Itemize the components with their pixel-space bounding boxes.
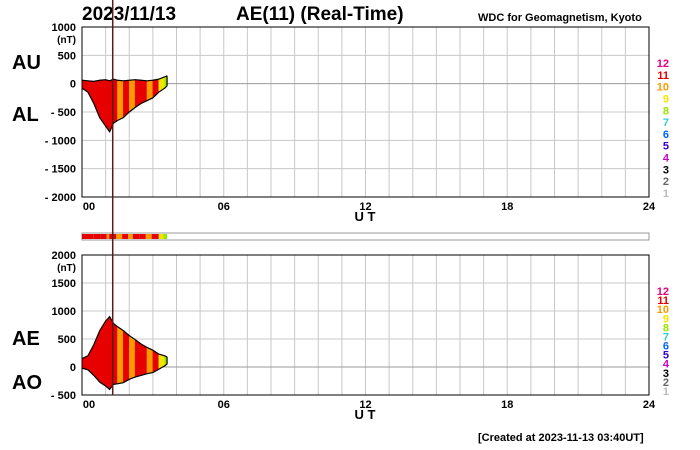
legend-level-4: 4 [663, 359, 670, 371]
chart-date: 2023/11/13 [82, 4, 177, 25]
area-band [134, 339, 142, 378]
legend-level-8: 8 [663, 322, 669, 334]
activity-bar-segment [163, 234, 168, 239]
y-axis-unit: (nT) [57, 263, 76, 274]
legend-level-12: 12 [657, 286, 669, 298]
au-label: AU [12, 52, 41, 74]
y-tick-label: 0 [70, 79, 76, 91]
area-band [87, 80, 95, 104]
plot-frame [81, 26, 650, 198]
y-tick-label: - 500 [51, 390, 76, 402]
legend-level-6: 6 [663, 129, 669, 141]
activity-bar-segment [128, 234, 133, 239]
legend-level-4: 4 [663, 153, 670, 165]
activity-bar-segment [116, 234, 123, 239]
y-tick-label: - 500 [51, 107, 76, 119]
x-tick-label: 06 [218, 201, 230, 213]
legend-level-9: 9 [663, 313, 669, 325]
y-tick-label: 1000 [52, 22, 76, 34]
x-tick-label: 18 [501, 201, 513, 213]
plot-frame [81, 254, 650, 396]
ae-label: AE [12, 328, 40, 350]
x-tick-label: 12 [359, 201, 371, 213]
area-band [113, 322, 118, 385]
x-axis-label: U T [355, 407, 376, 422]
area-band [105, 315, 110, 390]
activity-bar-segment [122, 234, 129, 239]
series-line-al [81, 85, 168, 134]
y-axis-unit: (nT) [57, 35, 76, 46]
legend-level-2: 2 [663, 377, 669, 389]
activity-bar-segment [100, 234, 107, 239]
area-band [99, 320, 106, 387]
y-tick-label: - 2000 [45, 192, 76, 204]
activity-bar-segment [145, 234, 152, 239]
series-line-au [81, 75, 168, 83]
legend-level-3: 3 [663, 368, 669, 380]
legend-level-5: 5 [663, 350, 669, 362]
y-tick-label: 0 [70, 362, 76, 374]
data-source: WDC for Geomagnetism, Kyoto [478, 12, 642, 24]
legend-level-11: 11 [657, 70, 669, 82]
created-timestamp: [Created at 2023-11-13 03:40UT] [478, 432, 644, 444]
legend-level-10: 10 [657, 82, 669, 94]
area-band [105, 79, 110, 133]
series-line-ao [81, 363, 168, 391]
area-band [134, 79, 142, 108]
activity-bar-segment [132, 234, 140, 239]
x-tick-label: 24 [643, 399, 656, 411]
legend-level-11: 11 [657, 295, 669, 307]
area-band [123, 330, 130, 384]
activity-bar-segment [139, 234, 146, 239]
legend-level-10: 10 [657, 304, 669, 316]
area-band [140, 343, 148, 376]
area-band [146, 347, 154, 375]
x-tick-label: 06 [218, 399, 230, 411]
ao-label: AO [12, 372, 42, 394]
activity-bar-segment [158, 234, 164, 239]
legend-level-6: 6 [663, 341, 669, 353]
y-tick-label: - 1000 [45, 135, 76, 147]
y-tick-label: 500 [58, 334, 76, 346]
area-band [117, 79, 124, 121]
legend-level-9: 9 [663, 93, 669, 105]
legend-level-7: 7 [663, 331, 669, 343]
legend-level-1: 1 [663, 386, 669, 398]
y-tick-label: 2000 [52, 250, 76, 262]
x-tick-label: 00 [83, 201, 95, 213]
y-tick-label: 500 [58, 50, 76, 62]
legend-level-7: 7 [663, 117, 669, 129]
legend-level-8: 8 [663, 105, 669, 117]
x-tick-label: 18 [501, 399, 513, 411]
series-line-ae [81, 315, 168, 360]
activity-bar-segment [151, 234, 159, 239]
activity-bar-segment [106, 234, 110, 239]
y-tick-label: 1500 [52, 278, 76, 290]
area-band [129, 335, 136, 380]
chart-title: AE(11) (Real-Time) [236, 4, 404, 25]
activity-bar-segment [82, 234, 94, 239]
legend-level-12: 12 [657, 58, 669, 70]
al-label: AL [12, 104, 39, 126]
x-tick-label: 00 [83, 399, 95, 411]
legend-level-3: 3 [663, 164, 669, 176]
activity-bar-segment [93, 234, 101, 239]
y-tick-label: - 1500 [45, 164, 76, 176]
area-band [113, 78, 118, 124]
legend-level-1: 1 [663, 188, 669, 200]
area-band [117, 326, 124, 385]
area-band [129, 79, 136, 113]
x-tick-label: 24 [643, 201, 656, 213]
legend-level-2: 2 [663, 176, 669, 188]
x-tick-label: 12 [359, 399, 371, 411]
x-axis-label: U T [355, 209, 376, 224]
legend-level-5: 5 [663, 141, 669, 153]
y-tick-label: 1000 [52, 306, 76, 318]
area-band [140, 79, 148, 104]
